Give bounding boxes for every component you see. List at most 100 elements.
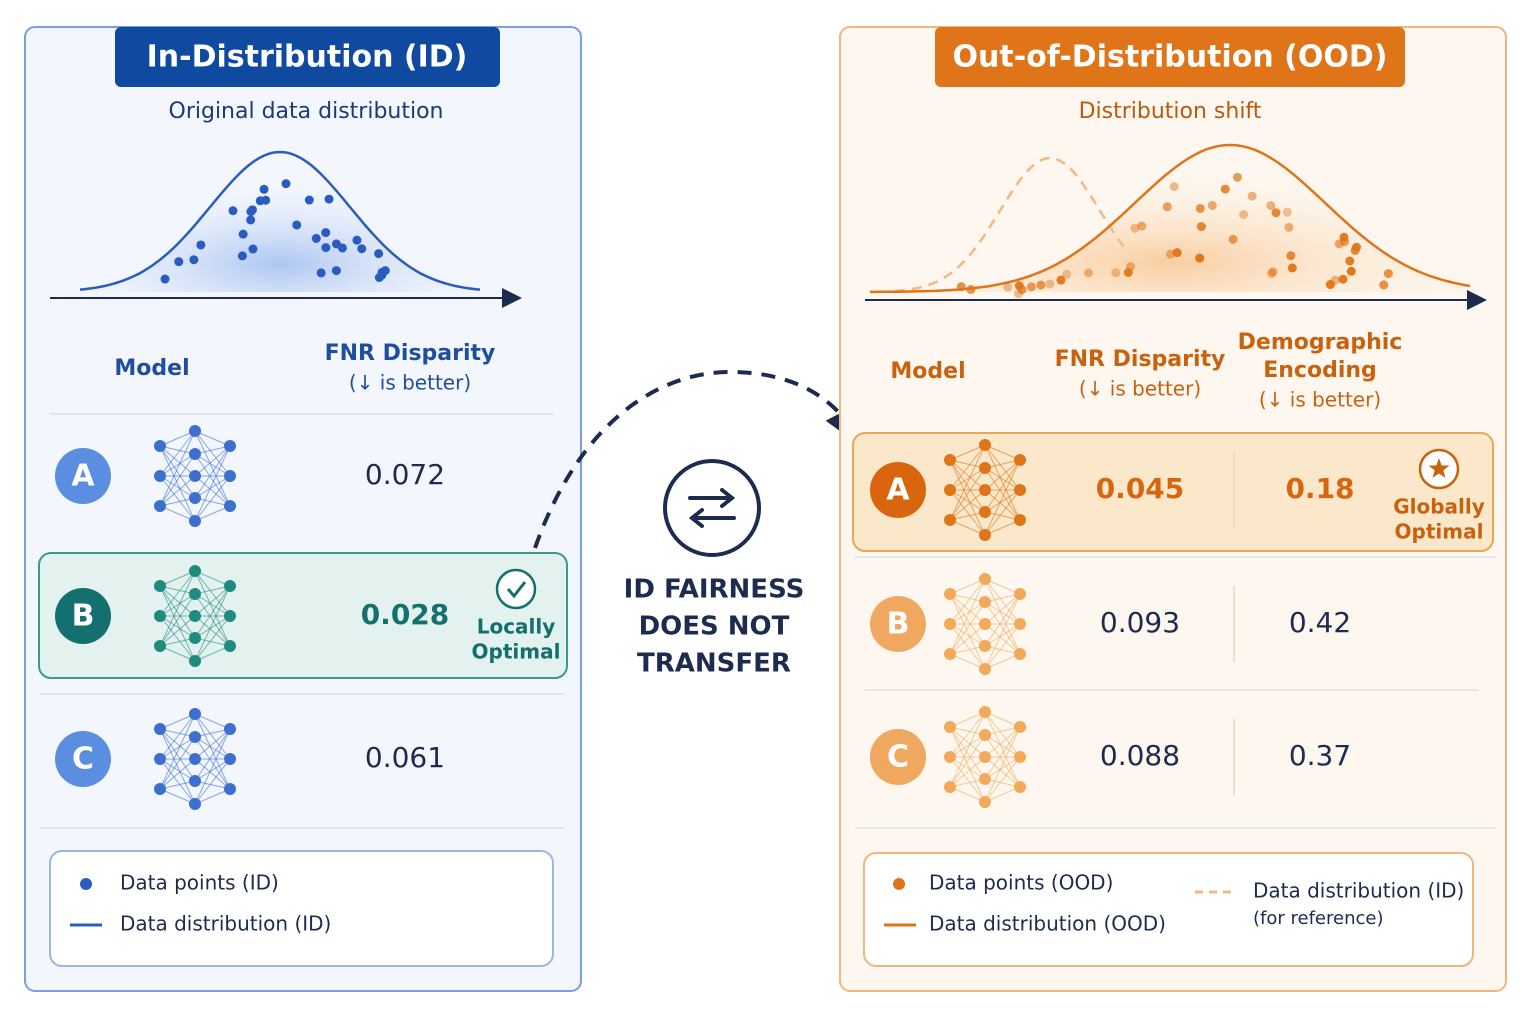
star-icon: [1428, 458, 1450, 478]
net-edge: [949, 489, 986, 536]
data-point: [374, 249, 384, 259]
model-badge: [870, 462, 926, 518]
net-edge: [984, 711, 1021, 728]
ood-banner: [935, 27, 1405, 87]
net-node: [979, 439, 991, 451]
net-edge: [194, 453, 231, 507]
net-edge: [984, 786, 1021, 803]
data-point: [1379, 280, 1389, 290]
net-edge: [984, 653, 1021, 670]
net-edge: [984, 756, 1021, 780]
net-edge: [194, 593, 231, 647]
header: Model: [890, 359, 965, 384]
data-point: [1013, 289, 1023, 299]
model-badge: [870, 596, 926, 652]
data-point: [292, 220, 302, 230]
model-badge: [55, 448, 111, 504]
data-point: [255, 196, 265, 206]
net-node: [189, 775, 201, 787]
data-point: [374, 273, 384, 283]
data-point: [1026, 282, 1036, 292]
net-node: [224, 640, 236, 652]
net-edge: [194, 445, 231, 522]
data-point: [259, 184, 269, 194]
net-node: [189, 515, 201, 527]
net-edge: [159, 645, 196, 662]
data-point: [304, 195, 314, 205]
net-edge: [194, 713, 231, 760]
metric-value: 0.061: [365, 741, 445, 774]
net-node: [979, 796, 991, 808]
net-node: [189, 425, 201, 437]
data-point: [160, 274, 170, 284]
data-point: [238, 229, 248, 239]
net-edge: [194, 570, 231, 647]
data-point: [1196, 222, 1206, 232]
legend-label: Data distribution (ID): [120, 912, 331, 936]
net-edge: [984, 489, 1021, 536]
data-point: [1287, 263, 1297, 273]
net-edge: [984, 593, 1021, 625]
data-point: [1195, 253, 1205, 263]
data-point: [1268, 267, 1278, 277]
net-edge: [984, 459, 1021, 536]
data-point: [1014, 281, 1024, 291]
net-edge: [194, 445, 231, 477]
legend-dot: [893, 878, 905, 890]
net-edge: [194, 713, 231, 730]
net-edge: [949, 444, 986, 491]
badge-label: Globally: [1393, 495, 1485, 519]
net-edge: [984, 459, 1021, 491]
net-edge: [949, 711, 986, 788]
data-point: [1266, 201, 1276, 211]
net-edge: [984, 467, 1021, 521]
net-edge: [194, 758, 231, 790]
data-point: [1346, 266, 1356, 276]
badge-icon: [495, 568, 537, 610]
net-edge: [159, 570, 196, 647]
net-edge: [949, 726, 986, 758]
metric-value: 0.093: [1100, 606, 1180, 639]
net-edge: [194, 453, 231, 477]
net-edge: [984, 726, 1021, 780]
net-edge: [984, 734, 1021, 758]
net-edge: [194, 585, 231, 639]
net-edge: [984, 489, 1021, 521]
data-point: [1169, 182, 1179, 192]
data-point: [1111, 268, 1121, 278]
net-edge: [984, 623, 1021, 655]
net-node: [224, 783, 236, 795]
net-node: [154, 723, 166, 735]
net-edge: [159, 758, 196, 790]
net-node: [224, 470, 236, 482]
data-point: [1282, 207, 1292, 217]
net-edge: [984, 623, 1021, 647]
net-edge: [159, 585, 196, 662]
data-point: [1056, 275, 1066, 285]
net-edge: [984, 593, 1021, 670]
net-edge: [159, 585, 196, 639]
net-edge: [984, 467, 1021, 491]
data-point: [1137, 221, 1147, 231]
data-point: [196, 240, 206, 250]
net-edge: [194, 728, 231, 805]
net-edge: [984, 711, 1021, 788]
data-point: [1036, 280, 1046, 290]
net-node: [944, 648, 956, 660]
net-edge: [159, 585, 196, 617]
net-edge: [159, 475, 196, 507]
net-edge: [984, 623, 1021, 670]
data-point: [337, 243, 347, 253]
net-edge: [194, 475, 231, 522]
net-node: [944, 484, 956, 496]
data-point: [321, 243, 331, 253]
net-node: [979, 663, 991, 675]
net-node: [1014, 454, 1026, 466]
net-edge: [984, 444, 1021, 521]
net-edge: [949, 467, 986, 521]
net-edge: [949, 444, 986, 521]
metric-value: 0.028: [361, 598, 450, 631]
net-edge: [949, 444, 986, 461]
net-edge: [949, 489, 986, 513]
